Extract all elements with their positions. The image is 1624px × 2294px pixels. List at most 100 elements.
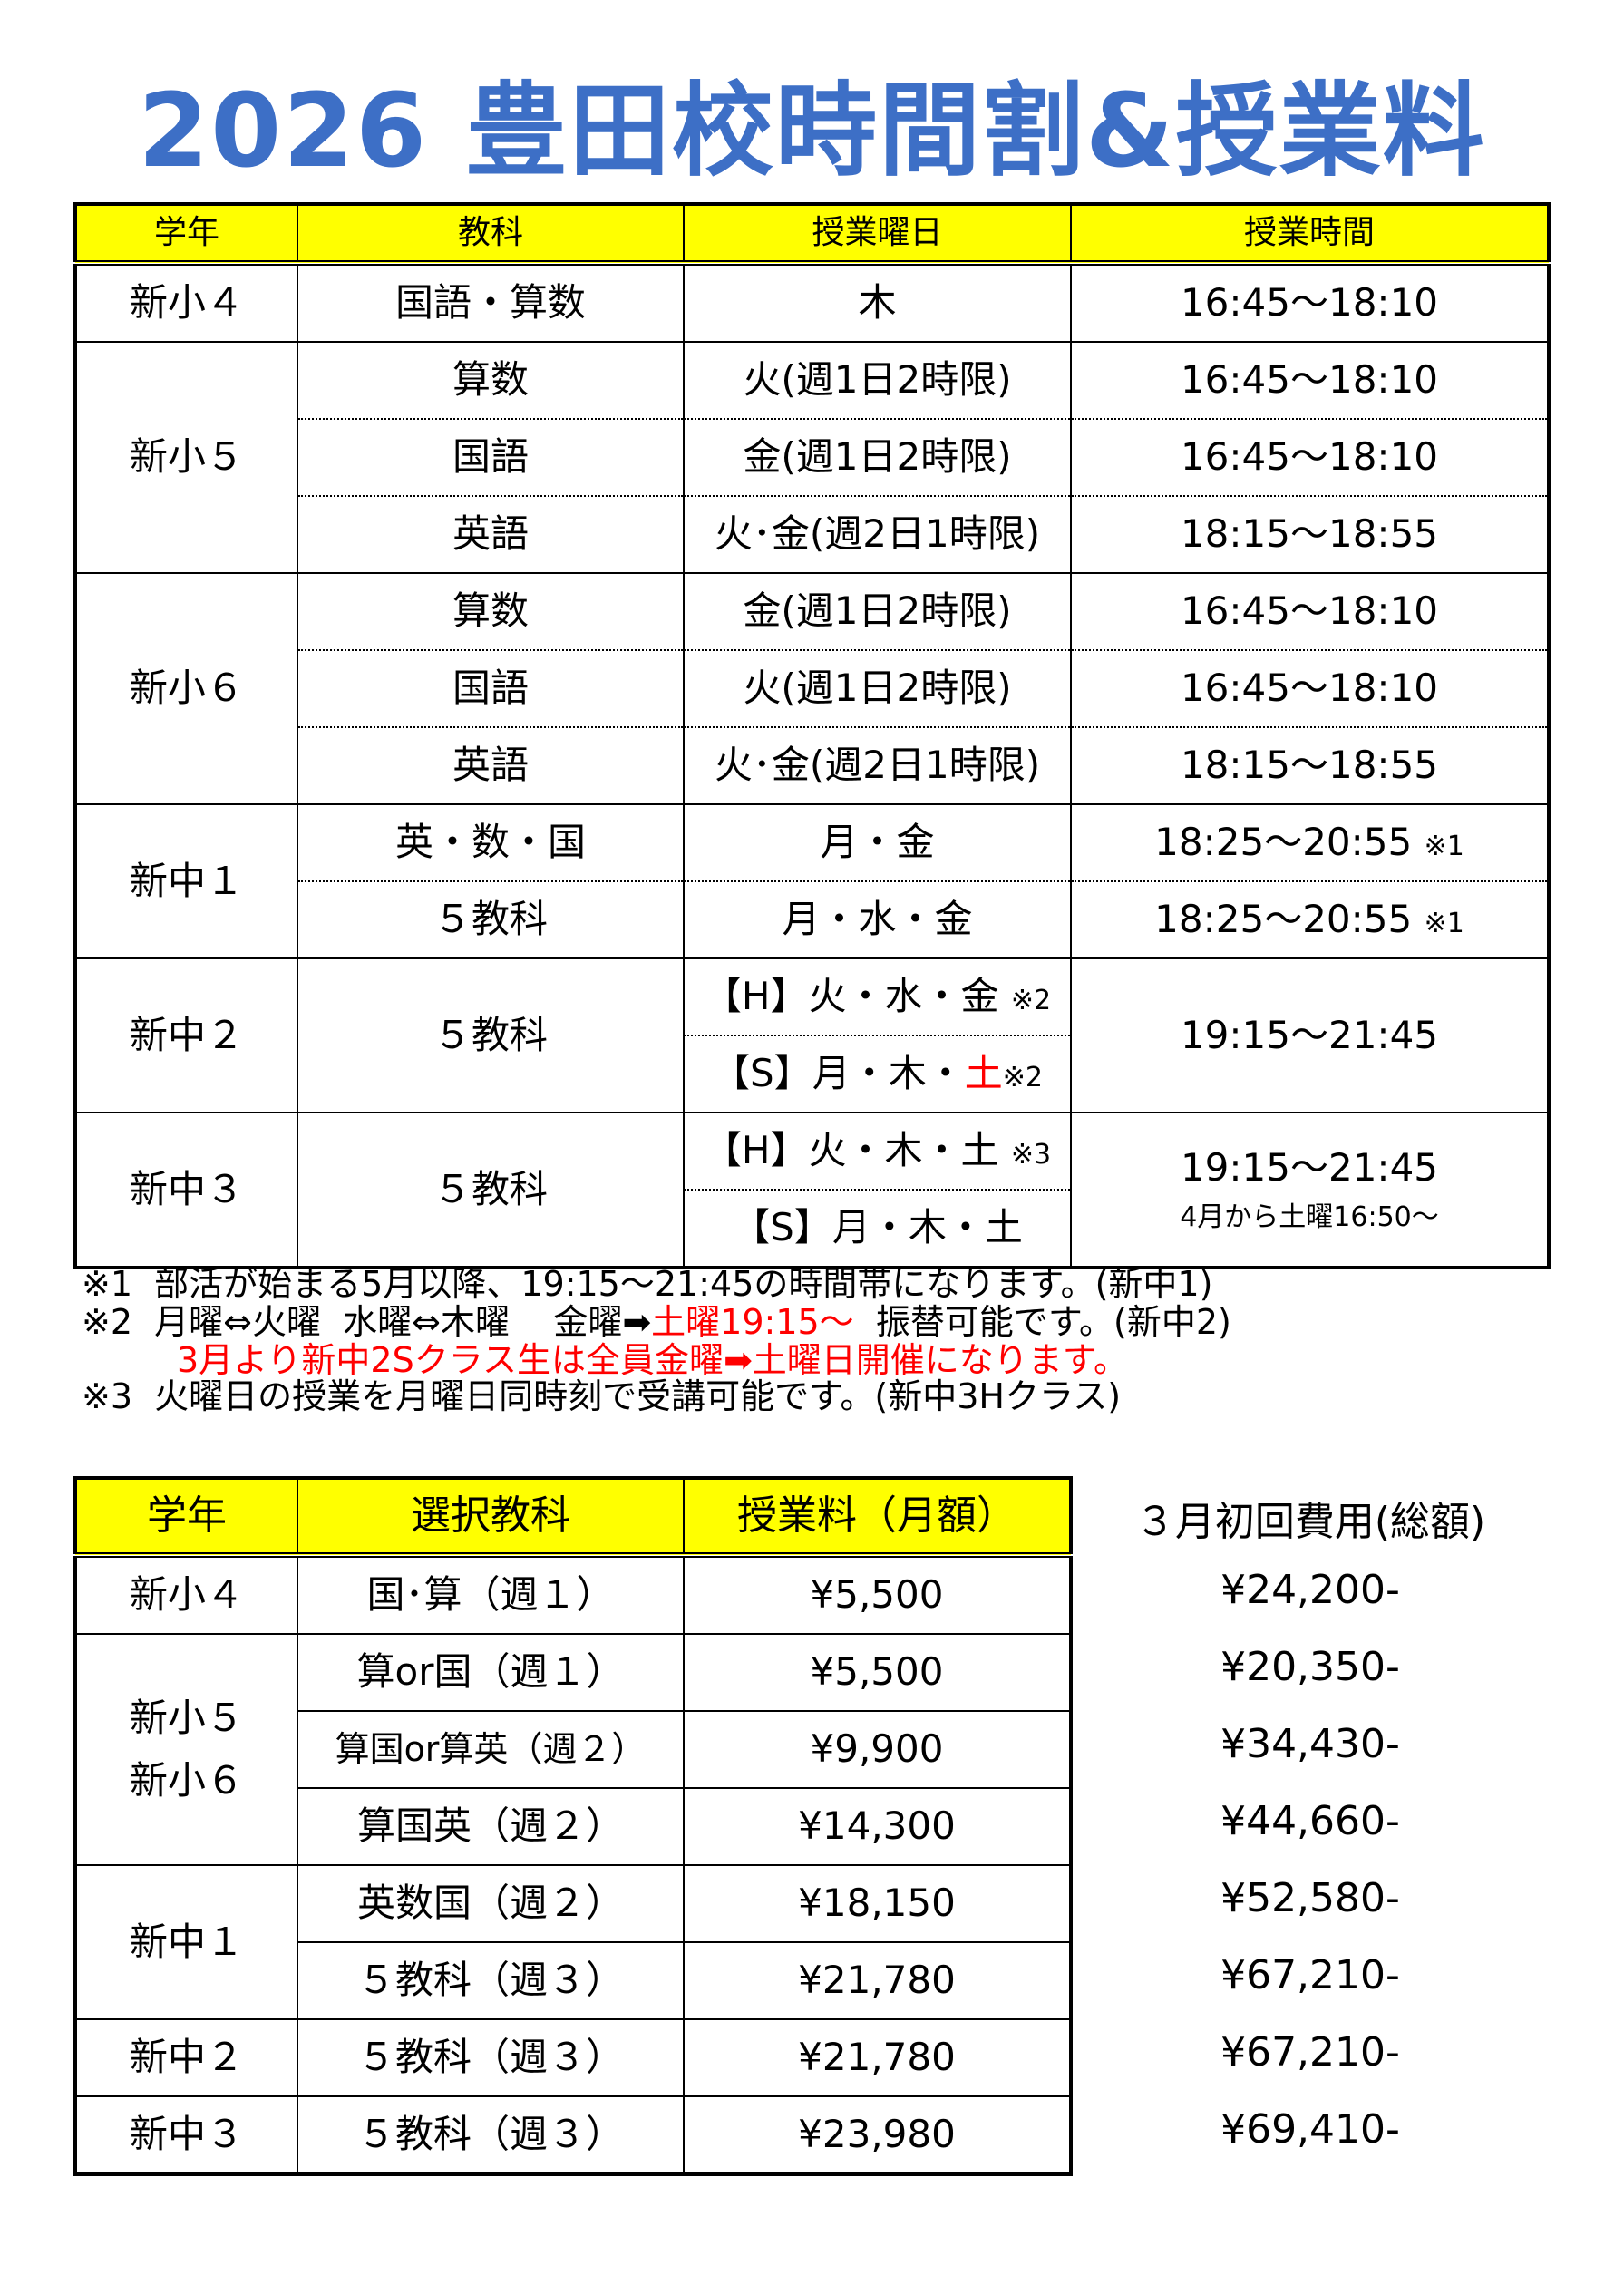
- subject-cell: 算or国（週１）: [297, 1633, 685, 1712]
- fee-cell: ¥5,500: [683, 1554, 1072, 1635]
- fee-cell: ¥21,780: [683, 1941, 1072, 2020]
- day-cell: 火･金(週2日1時限): [683, 495, 1072, 574]
- table-row: ５教科（週３） ¥21,780: [75, 1941, 1072, 2020]
- initial-fee: ¥52,580-: [1220, 1875, 1400, 1921]
- time-cell: 16:45～18:10: [1070, 262, 1550, 343]
- subject-cell: ５教科: [297, 957, 685, 1113]
- fee-cell: ¥14,300: [683, 1787, 1072, 1866]
- note-2: ※2 月曜⇔火曜 水曜⇔木曜 金曜➡土曜19:15～ 振替可能です。(新中2): [82, 1304, 1231, 1340]
- day-cell: 月・金: [683, 803, 1072, 882]
- time-cell: 18:15～18:55: [1070, 726, 1550, 805]
- time-cell: 16:45～18:10: [1070, 418, 1550, 497]
- day-highlight: 土: [964, 1051, 1003, 1096]
- subject-cell: 算国or算英（週２）: [297, 1710, 685, 1789]
- subject-cell: 英語: [297, 726, 685, 805]
- header-subject: 選択教科: [297, 1477, 685, 1558]
- day-text: 【H】火・水・金: [703, 974, 999, 1019]
- grade-cell: 新中３: [74, 2095, 298, 2175]
- time-cell: 18:25～20:55 ※1: [1070, 803, 1550, 882]
- grade-cell: 新小４: [74, 1554, 298, 1635]
- subject-cell: 国語: [297, 649, 685, 728]
- day-cell: 火(週1日2時限): [683, 649, 1072, 728]
- page-title: 2026 豊田校時間割&授業料: [138, 73, 1486, 190]
- subject-cell: 英数国（週２）: [297, 1864, 685, 1943]
- fee-table: 学年 選択教科 授業料（月額） 新小４ 国･算（週１） ¥5,500 新小５ 新小…: [73, 1476, 1073, 2176]
- footnote-mark: ※1: [1424, 908, 1464, 940]
- initial-fee-header: ３月初回費用(総額): [1134, 1499, 1486, 1545]
- schedule-header-row: 学年 教科 授業曜日 授業時間: [74, 203, 1550, 266]
- fee-cell: ¥18,150: [683, 1864, 1072, 1943]
- grade-cell: 新小５ 新小６: [74, 1633, 298, 1866]
- header-grade: 学年: [74, 1477, 298, 1558]
- subject-cell: ５教科（週３）: [297, 1941, 685, 2020]
- subject-cell: 算数: [297, 572, 685, 651]
- day-cell: 【S】月・木・土: [683, 1189, 1072, 1269]
- subject-cell: 国語・算数: [297, 262, 685, 343]
- fee-cell: ¥9,900: [683, 1710, 1072, 1789]
- day-text: 【S】月・木・: [712, 1051, 965, 1096]
- table-row: 【S】月・木・土※2: [75, 1035, 1549, 1113]
- table-row: 新小５ 新小６ 算or国（週１） ¥5,500: [74, 1633, 1072, 1866]
- day-cell: 【H】火・木・土 ※3: [683, 1112, 1072, 1191]
- time-text: 19:15～21:45: [1180, 1145, 1439, 1191]
- grade-cell: 新中１: [74, 1864, 298, 2020]
- footnote-mark: ※1: [1424, 831, 1464, 863]
- time-cell: 16:45～18:10: [1070, 572, 1550, 651]
- time-cell: 16:45～18:10: [1070, 341, 1550, 420]
- subject-cell: ５教科: [297, 1112, 685, 1269]
- table-row: ５教科 月・水・金 18:25～20:55 ※1: [75, 880, 1550, 959]
- day-cell: 火･金(週2日1時限): [683, 726, 1072, 805]
- initial-fee: ¥69,410-: [1220, 2106, 1400, 2153]
- time-note: 4月から土曜16:50～: [1180, 1200, 1439, 1233]
- subject-cell: 国語: [297, 418, 685, 497]
- table-row: 新小４ 国語・算数 木 16:45～18:10: [74, 262, 1550, 343]
- day-cell: 金(週1日2時限): [683, 572, 1072, 651]
- table-row: 新中１ 英数国（週２） ¥18,150: [74, 1864, 1072, 2020]
- subject-cell: ５教科（週３）: [297, 2095, 685, 2175]
- table-row: 英語 火･金(週2日1時限) 18:15～18:55: [75, 726, 1550, 805]
- schedule-table: 学年 教科 授業曜日 授業時間 新小４ 国語・算数 木 16:45～18:10 …: [73, 202, 1551, 1269]
- day-cell: 【H】火・水・金 ※2: [683, 957, 1072, 1036]
- header-subject: 教科: [297, 203, 685, 266]
- table-row: 新中２ ５教科（週３） ¥21,780: [74, 2018, 1072, 2097]
- footnote-mark: ※3: [1010, 1139, 1052, 1171]
- note-2-text: ※2 月曜⇔火曜 水曜⇔木曜 金曜➡: [82, 1302, 652, 1342]
- time-text: 18:25～20:55: [1154, 820, 1413, 865]
- initial-fee: ¥67,210-: [1220, 1952, 1400, 1998]
- table-row: 【S】月・木・土: [75, 1189, 1549, 1269]
- table-row: 新中３ ５教科 【H】火・木・土 ※3 19:15～21:45 4月から土曜16:…: [74, 1112, 1550, 1269]
- footnote-mark: ※2: [1002, 1062, 1043, 1094]
- table-row: 新小４ 国･算（週１） ¥5,500: [74, 1554, 1072, 1635]
- subject-cell: 国･算（週１）: [297, 1554, 685, 1635]
- subject-cell: 算国英（週２）: [297, 1787, 685, 1866]
- grade-cell: 新中１: [74, 803, 298, 959]
- subject-cell: 算数: [297, 341, 685, 420]
- grade-cell: 新中２: [74, 2018, 298, 2097]
- initial-fee: ¥34,430-: [1220, 1721, 1400, 1767]
- fee-cell: ¥23,980: [683, 2095, 1072, 2175]
- subject-cell: ５教科（週３）: [297, 2018, 685, 2097]
- time-cell: 18:15～18:55: [1070, 495, 1550, 574]
- table-row: 新中１ 英・数・国 月・金 18:25～20:55 ※1: [74, 803, 1550, 959]
- day-cell: 【S】月・木・土※2: [683, 1035, 1072, 1113]
- grade-cell: 新小４: [74, 262, 298, 343]
- time-text: 18:25～20:55: [1154, 897, 1413, 942]
- initial-fee: ¥44,660-: [1220, 1798, 1400, 1844]
- subject-cell: ５教科: [297, 880, 685, 959]
- header-grade: 学年: [74, 203, 298, 266]
- grade-cell: 新小５: [74, 341, 298, 574]
- table-row: 新中３ ５教科（週３） ¥23,980: [74, 2095, 1072, 2175]
- header-day: 授業曜日: [683, 203, 1072, 266]
- note-2-announcement: 3月より新中2Sクラス生は全員金曜➡土曜日開催になります。: [177, 1340, 1128, 1380]
- table-row: 新小５ 算数 火(週1日2時限) 16:45～18:10: [74, 341, 1550, 574]
- table-row: 国語 火(週1日2時限) 16:45～18:10: [75, 649, 1550, 728]
- fee-cell: ¥5,500: [683, 1633, 1072, 1712]
- note-3: ※3 火曜日の授業を月曜日同時刻で受講可能です。(新中3Hクラス): [82, 1376, 1122, 1416]
- subject-cell: 英語: [297, 495, 685, 574]
- grade-cell: 新中２: [74, 957, 298, 1113]
- note-1: ※1 部活が始まる5月以降、19:15～21:45の時間帯になります。(新中1): [82, 1264, 1213, 1304]
- table-row: 算国or算英（週２） ¥9,900: [75, 1710, 1072, 1789]
- table-row: 国語 金(週1日2時限) 16:45～18:10: [75, 418, 1550, 497]
- initial-fee: ¥24,200-: [1220, 1567, 1400, 1613]
- grade-cell: 新中３: [74, 1112, 298, 1269]
